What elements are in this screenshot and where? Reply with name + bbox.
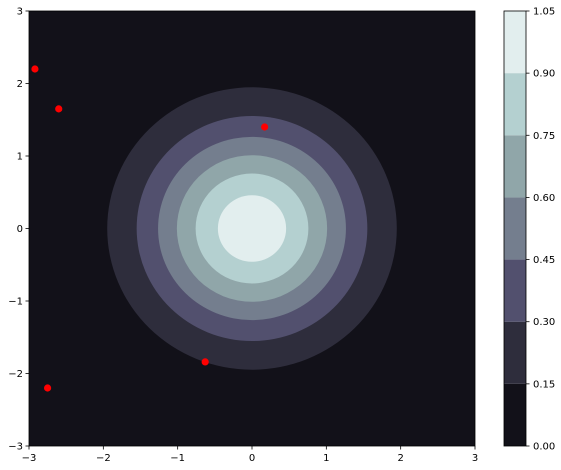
colorbar-band-4 [504, 135, 526, 197]
x-tick-label-4: 1 [323, 453, 329, 464]
y-tick-label-5: 2 [17, 79, 23, 90]
colorbar-tick-label-7: 1.05 [533, 7, 555, 18]
colorbar-tick-label-1: 0.15 [533, 379, 555, 390]
colorbar-band-2 [504, 260, 526, 322]
colorbar-tick-label-4: 0.60 [533, 193, 555, 204]
colorbar-band-6 [504, 11, 526, 73]
colorbar-tick-label-6: 0.90 [533, 69, 555, 80]
x-tick-label-3: 0 [249, 453, 255, 464]
x-tick-label-0: −3 [22, 453, 37, 464]
x-tick-label-6: 3 [472, 453, 478, 464]
y-tick-label-6: 3 [17, 7, 23, 18]
x-tick-label-2: −1 [170, 453, 185, 464]
colorbar-tick-label-0: 0.00 [533, 442, 555, 453]
y-tick-label-1: −2 [8, 369, 23, 380]
x-axis: −3 −2 −1 0 1 2 3 [22, 446, 479, 464]
scatter-point-1 [55, 105, 62, 112]
colorbar-band-1 [504, 322, 526, 384]
contour-fills [29, 11, 475, 446]
x-tick-label-5: 2 [397, 453, 403, 464]
colorbar-tick-label-2: 0.30 [533, 317, 555, 328]
scatter-point-3 [202, 358, 209, 365]
colorbar-band-3 [504, 197, 526, 259]
y-tick-label-2: −1 [8, 297, 23, 308]
y-tick-label-0: −3 [8, 442, 23, 453]
y-tick-label-4: 1 [17, 152, 23, 163]
plot-area [29, 11, 475, 446]
scatter-point-0 [31, 65, 38, 72]
contour-band-6 [218, 195, 286, 262]
scatter-point-2 [261, 123, 268, 130]
colorbar-tick-label-5: 0.75 [533, 131, 555, 142]
scatter-point-4 [44, 384, 51, 391]
y-axis: −3 −2 −1 0 1 2 3 [8, 7, 29, 453]
y-tick-label-3: 0 [17, 224, 23, 235]
colorbar: 0.00 0.15 0.30 0.45 0.60 0.75 0.90 1.05 [504, 7, 555, 453]
colorbar-band-0 [504, 384, 526, 446]
x-tick-label-1: −2 [96, 453, 111, 464]
colorbar-tick-label-3: 0.45 [533, 255, 555, 266]
colorbar-band-5 [504, 73, 526, 135]
